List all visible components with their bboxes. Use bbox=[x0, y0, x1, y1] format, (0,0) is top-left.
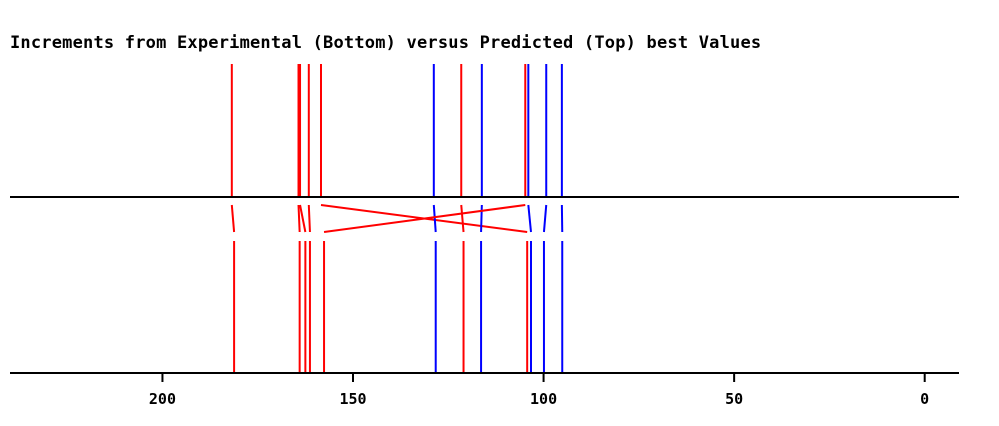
connector-line-4 bbox=[307, 204, 311, 233]
chart-marks bbox=[230, 64, 564, 373]
increment-pair-6 bbox=[432, 64, 437, 373]
connector-line-2 bbox=[297, 204, 301, 233]
increment-pair-4 bbox=[307, 64, 311, 373]
x-tick-label-100: 100 bbox=[530, 390, 557, 408]
increment-pair-8 bbox=[480, 64, 483, 373]
connector-line-1 bbox=[230, 204, 236, 233]
connector-line-9 bbox=[323, 204, 526, 233]
connector-line-11 bbox=[542, 204, 548, 233]
increment-pair-10 bbox=[527, 64, 532, 373]
x-tick-label-200: 200 bbox=[149, 390, 176, 408]
x-tick-label-0: 0 bbox=[920, 390, 929, 408]
increment-pair-2 bbox=[297, 64, 301, 373]
connector-line-10 bbox=[527, 204, 532, 233]
increment-pair-7 bbox=[460, 64, 465, 373]
increment-pair-11 bbox=[542, 64, 548, 373]
chart-title: Increments from Experimental (Bottom) ve… bbox=[10, 33, 762, 53]
connector-line-7 bbox=[460, 204, 465, 233]
x-tick-label-50: 50 bbox=[725, 390, 743, 408]
increment-pair-9 bbox=[323, 64, 527, 373]
increment-pair-3 bbox=[299, 64, 307, 373]
x-tick-label-150: 150 bbox=[339, 390, 366, 408]
increment-pair-1 bbox=[230, 64, 236, 373]
connector-line-8 bbox=[480, 204, 483, 233]
connector-line-3 bbox=[299, 204, 307, 233]
connector-line-6 bbox=[432, 204, 437, 233]
chart-axes: 200 150 100 50 0 bbox=[10, 196, 959, 408]
